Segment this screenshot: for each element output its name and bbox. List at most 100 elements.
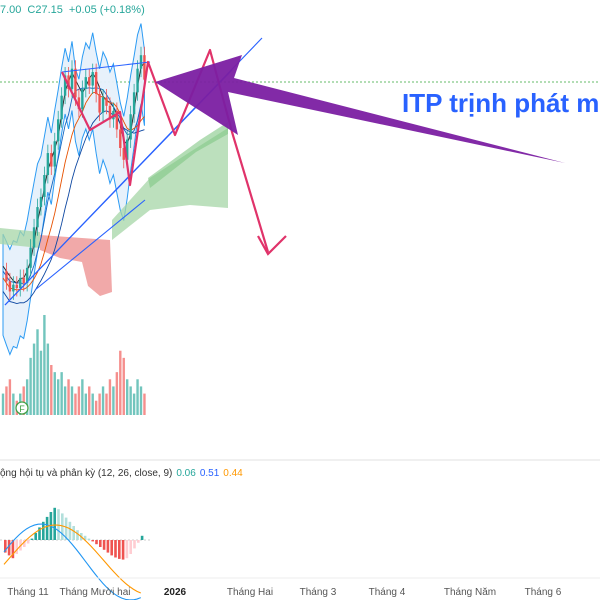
volume-bar (8, 379, 12, 415)
price-header: 7.00 C27.15 +0.05 (+0.18%) (0, 4, 151, 16)
volume-bar (122, 357, 125, 415)
x-axis-label: Tháng Năm (444, 587, 496, 598)
candle-body (63, 75, 67, 96)
candle-body (132, 92, 136, 115)
macd-hist-bar (76, 530, 79, 540)
candle-body (139, 55, 143, 69)
candle-body (15, 284, 18, 289)
volume-bar (74, 393, 77, 415)
candles (5, 46, 146, 300)
macd-hist-bar (38, 527, 41, 540)
volume-bar (43, 315, 46, 415)
volume-bar (5, 386, 8, 415)
volume-bar (25, 379, 29, 415)
volume-bar (63, 386, 67, 415)
candle-body (77, 97, 81, 110)
macd-lines (3, 523, 142, 601)
x-axis-label: Tháng 6 (525, 587, 562, 598)
x-axis-label: Tháng 3 (300, 587, 337, 598)
volume-bar (60, 372, 63, 415)
svg-text:F: F (19, 404, 25, 414)
volume-bar (12, 393, 15, 415)
trendline (61, 61, 151, 73)
volume-bar (88, 386, 91, 415)
candle-body (32, 227, 36, 248)
candle-body (126, 139, 129, 160)
candle-body (19, 277, 22, 289)
macd-hist-bar (26, 540, 30, 544)
candle-body (22, 277, 25, 283)
volume-bar (57, 379, 60, 415)
volume-bar (112, 386, 115, 415)
candle-body (122, 148, 125, 160)
candle-body (12, 284, 15, 292)
change-value: +0.05 (+0.18%) (68, 4, 145, 16)
candle-body (119, 129, 122, 148)
volume-bars (1, 315, 146, 415)
candle-body (29, 247, 32, 268)
volume-bar (50, 365, 53, 415)
earnings-marker: F (15, 401, 29, 415)
macd-title: ộng hội tụ và phân kỳ (12, 26, close, 9) (0, 468, 173, 479)
macd-hist-bar (53, 507, 56, 540)
macd-legend: ộng hội tụ và phân kỳ (12, 26, close, 9)… (0, 468, 243, 479)
candle-body (36, 207, 39, 228)
macd-hist-bar (133, 540, 136, 549)
macd-hist-bar (129, 540, 132, 554)
macd-hist-bar (114, 540, 117, 558)
candle-body (8, 281, 12, 292)
macd-hist-bar (125, 540, 129, 559)
candle-body (43, 175, 46, 197)
close-value: C27.15 (27, 4, 63, 16)
macd-line (3, 523, 141, 601)
candle-body (94, 72, 98, 94)
volume-bar (53, 372, 56, 415)
macd-hist-bar (7, 540, 11, 556)
macd-value-1: 0.06 (176, 468, 196, 479)
annotation-text: ITP trịnh phát m (402, 88, 600, 118)
macd-hist-bar (99, 540, 102, 547)
candle-body (46, 153, 50, 175)
macd-hist-bar (91, 540, 94, 542)
candle-body (129, 114, 132, 140)
candle-body (105, 97, 108, 106)
macd-hist-bar (68, 521, 72, 540)
candle-body (81, 88, 84, 110)
macd-hist-bar (4, 540, 7, 553)
candle-body (108, 105, 112, 120)
volume-bar (91, 393, 94, 415)
zigzag-arrowhead (257, 235, 287, 256)
trendline (4, 69, 233, 306)
candle-body (39, 196, 43, 208)
candle-body (57, 119, 60, 142)
candle-body (115, 110, 119, 130)
candle-body (74, 68, 77, 98)
macd-value-3: 0.44 (223, 468, 243, 479)
macd-hist-bar (64, 517, 68, 540)
macd-hist-bar (57, 509, 60, 540)
signal-line (3, 524, 142, 594)
macd-hist-bar (15, 540, 18, 554)
macd-hist-bar (42, 521, 45, 540)
volume-bar (32, 343, 36, 415)
volume-bar (29, 357, 32, 415)
volume-bar (84, 393, 87, 415)
macd-hist-bar (110, 540, 113, 556)
macd-hist-bar (23, 540, 26, 547)
volume-bar (94, 400, 98, 415)
x-axis: Tháng 11 Tháng Mười hai 2026 Tháng Hai Tháng… (7, 587, 562, 598)
candle-body (143, 55, 146, 80)
macd-histogram (4, 507, 144, 560)
candle-body (88, 77, 91, 86)
volume-bar (81, 379, 84, 415)
candle-body (101, 97, 105, 113)
ichimoku-cloud-red (40, 235, 112, 296)
macd-hist-bar (137, 540, 140, 543)
volume-bar (143, 393, 146, 415)
ichimoku-cloud-green-band (148, 122, 228, 188)
macd-value-2: 0.51 (199, 468, 220, 479)
x-axis-label: Tháng 11 (7, 587, 49, 598)
volume-bar (126, 379, 129, 415)
